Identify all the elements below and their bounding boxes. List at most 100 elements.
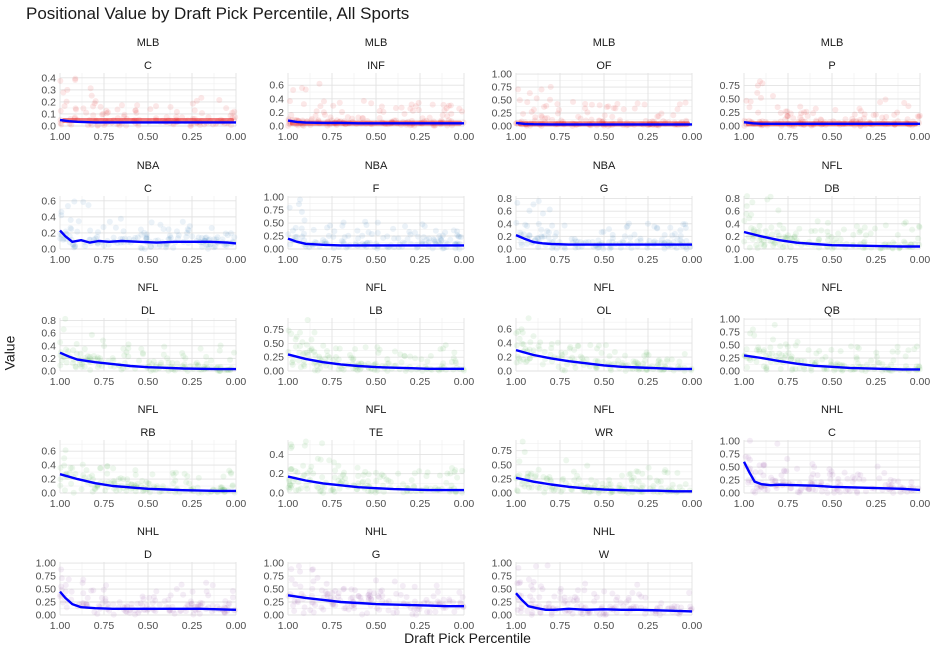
data-point bbox=[522, 359, 529, 366]
x-tick-label: 0.00 bbox=[226, 131, 247, 143]
data-point bbox=[299, 84, 306, 91]
data-point bbox=[862, 488, 869, 495]
data-point bbox=[72, 242, 79, 249]
data-point bbox=[70, 489, 77, 496]
data-point bbox=[748, 225, 755, 232]
y-tick-label: 0.50 bbox=[264, 584, 285, 596]
data-point bbox=[615, 357, 622, 364]
data-point bbox=[561, 222, 568, 229]
data-point bbox=[220, 473, 227, 480]
data-point bbox=[539, 361, 546, 368]
data-point bbox=[352, 366, 359, 373]
data-point bbox=[65, 348, 72, 355]
data-point bbox=[293, 333, 300, 340]
data-point bbox=[362, 468, 369, 475]
data-point bbox=[169, 469, 176, 476]
data-point bbox=[294, 599, 301, 606]
y-tick-label: 0.25 bbox=[720, 353, 741, 365]
data-point bbox=[325, 232, 332, 239]
data-point bbox=[854, 360, 861, 367]
data-point bbox=[90, 103, 97, 110]
data-point bbox=[292, 581, 299, 588]
x-tick-label: 0.50 bbox=[822, 254, 843, 266]
data-point bbox=[681, 351, 688, 358]
data-point bbox=[339, 478, 346, 485]
data-point bbox=[598, 349, 605, 356]
data-point bbox=[798, 110, 805, 117]
data-point bbox=[643, 349, 650, 356]
data-point bbox=[641, 101, 648, 108]
data-point bbox=[407, 105, 414, 112]
data-point bbox=[812, 227, 819, 234]
data-point bbox=[787, 235, 794, 242]
x-tick-label: 0.25 bbox=[866, 376, 887, 388]
data-point bbox=[312, 352, 319, 359]
data-point bbox=[61, 462, 68, 469]
data-point bbox=[606, 245, 613, 252]
x-tick-label: 0.50 bbox=[594, 254, 615, 266]
data-point bbox=[132, 107, 139, 114]
data-point bbox=[123, 487, 130, 494]
x-tick-label: 0.00 bbox=[226, 254, 247, 266]
data-point bbox=[438, 236, 445, 243]
data-point bbox=[161, 343, 168, 350]
data-point bbox=[537, 339, 544, 346]
data-point bbox=[546, 206, 553, 213]
trend-line bbox=[743, 230, 920, 248]
facet-panel: NBA G 0.00.20.40.60.8 1.00 0.75 0.50 0.25 0.00 bbox=[497, 160, 702, 266]
data-point bbox=[558, 488, 565, 495]
data-point bbox=[128, 600, 135, 607]
trend-line bbox=[287, 353, 464, 370]
trend-line bbox=[287, 475, 464, 492]
data-point bbox=[778, 352, 785, 359]
data-point bbox=[530, 347, 537, 354]
data-point bbox=[387, 478, 394, 485]
data-point bbox=[605, 103, 612, 110]
data-point bbox=[318, 487, 325, 494]
data-point bbox=[186, 480, 193, 487]
data-point bbox=[661, 245, 668, 252]
data-point bbox=[156, 601, 163, 608]
facet-position-label: INF bbox=[367, 60, 385, 72]
data-point bbox=[789, 365, 796, 372]
data-point bbox=[872, 225, 879, 232]
data-point bbox=[559, 352, 566, 359]
data-point bbox=[521, 448, 528, 455]
data-point bbox=[784, 113, 791, 120]
data-point bbox=[355, 114, 362, 121]
data-point bbox=[658, 600, 665, 607]
data-point bbox=[853, 354, 860, 361]
data-point bbox=[792, 365, 799, 372]
data-point bbox=[385, 360, 392, 367]
data-point bbox=[777, 343, 784, 350]
data-point bbox=[629, 589, 636, 596]
data-point bbox=[434, 588, 441, 595]
data-point bbox=[668, 356, 675, 363]
data-point bbox=[452, 359, 459, 366]
data-point bbox=[68, 588, 75, 595]
x-tick-label: 0.75 bbox=[322, 254, 343, 266]
data-point bbox=[846, 488, 853, 495]
data-point bbox=[654, 225, 661, 232]
data-point bbox=[905, 347, 912, 354]
data-point bbox=[526, 355, 533, 362]
data-point bbox=[86, 353, 93, 360]
trend-line bbox=[287, 119, 464, 125]
data-point bbox=[359, 115, 366, 122]
data-point bbox=[848, 343, 855, 350]
data-point bbox=[454, 232, 461, 239]
data-point bbox=[774, 104, 781, 111]
x-tick-label: 1.00 bbox=[50, 498, 71, 510]
data-point bbox=[132, 471, 139, 478]
data-point bbox=[322, 355, 329, 362]
data-point bbox=[753, 242, 760, 249]
data-point bbox=[816, 236, 823, 243]
data-point bbox=[402, 367, 409, 374]
data-point bbox=[787, 110, 794, 117]
y-tick-label: 0.6 bbox=[725, 206, 740, 218]
data-point bbox=[631, 360, 638, 367]
data-point bbox=[595, 244, 602, 251]
data-point bbox=[562, 349, 569, 356]
data-point bbox=[300, 230, 307, 237]
